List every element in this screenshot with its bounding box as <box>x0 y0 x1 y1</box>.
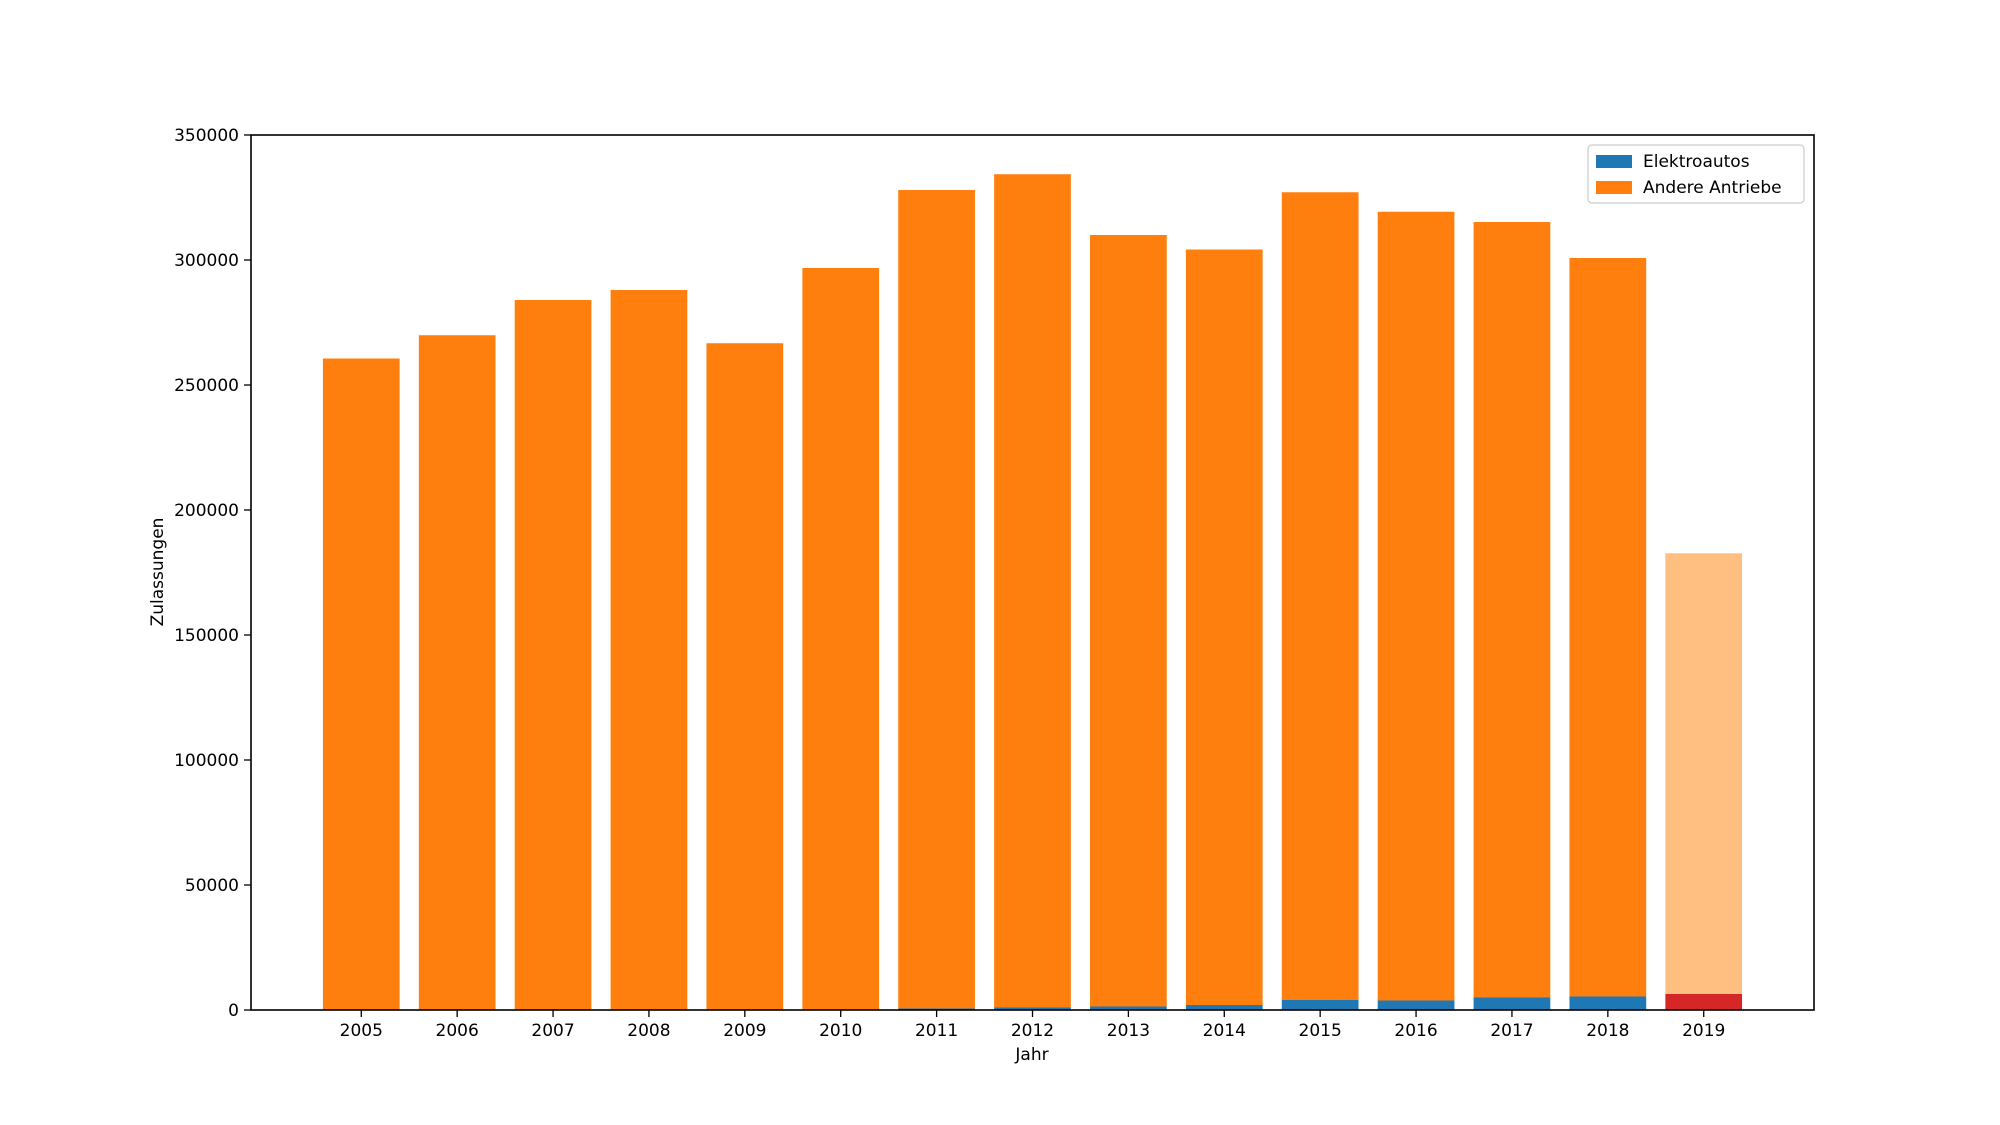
legend-label: Elektroautos <box>1643 152 1750 172</box>
x-tick-label: 2015 <box>1299 1021 1342 1041</box>
y-tick-label: 250000 <box>174 376 239 396</box>
x-tick-label: 2017 <box>1490 1021 1533 1041</box>
bar-2015-elektroautos <box>1281 1000 1359 1010</box>
bars-group <box>322 174 1743 1011</box>
bar-2006-andere-antriebe <box>418 335 496 1010</box>
x-tick-label: 2008 <box>627 1021 670 1041</box>
y-axis-title: Zulassungen <box>148 518 168 627</box>
bar-2016-andere-antriebe <box>1377 211 1455 1001</box>
y-tick-label: 300000 <box>174 251 239 271</box>
bar-2009-andere-antriebe <box>706 343 784 1010</box>
y-tick-label: 100000 <box>174 751 239 771</box>
bar-2014-elektroautos <box>1185 1005 1263 1010</box>
y-tick-label: 200000 <box>174 501 239 521</box>
bar-2019-elektroautos <box>1665 994 1743 1010</box>
bar-2012-andere-antriebe <box>994 174 1071 1008</box>
x-tick-label: 2019 <box>1682 1021 1725 1041</box>
bar-2016-elektroautos <box>1377 1000 1455 1010</box>
bar-2012-elektroautos <box>994 1007 1071 1010</box>
x-tick-label: 2013 <box>1107 1021 1150 1041</box>
bar-2013-andere-antriebe <box>1090 235 1167 1007</box>
x-tick-label: 2014 <box>1203 1021 1246 1041</box>
x-tick-label: 2005 <box>340 1021 383 1041</box>
x-tick-label: 2007 <box>531 1021 574 1041</box>
x-tick-label: 2012 <box>1011 1021 1054 1041</box>
bar-2011-andere-antriebe <box>898 190 975 1009</box>
bar-2008-andere-antriebe <box>610 290 688 1010</box>
bar-2018-andere-antriebe <box>1569 258 1647 997</box>
legend-swatch <box>1596 181 1632 194</box>
x-axis-title: Jahr <box>1014 1045 1048 1065</box>
bar-2010-andere-antriebe <box>802 268 880 1010</box>
bar-2015-andere-antriebe <box>1281 192 1359 1000</box>
x-tick-label: 2006 <box>436 1021 479 1041</box>
legend-swatch <box>1596 155 1632 168</box>
legend-label: Andere Antriebe <box>1643 178 1782 198</box>
y-tick-label: 0 <box>228 1001 239 1021</box>
x-tick-label: 2009 <box>723 1021 766 1041</box>
y-axis: 0 50000 100000 150000 200000 250000 300000 3500… <box>174 126 251 1021</box>
y-tick-label: 350000 <box>174 126 239 146</box>
legend: Elektroautos Andere Antriebe <box>1587 144 1805 204</box>
bar-2007-andere-antriebe <box>514 300 592 1010</box>
bar-2005-andere-antriebe <box>322 358 400 1010</box>
x-tick-label: 2018 <box>1586 1021 1629 1041</box>
x-axis: 2005 2006 2007 2008 2009 2010 2011 2012 2013 2014… <box>340 1010 1725 1041</box>
y-tick-label: 150000 <box>174 626 239 646</box>
y-tick-label: 50000 <box>185 876 239 896</box>
legend-box <box>1587 144 1805 204</box>
x-tick-label: 2016 <box>1394 1021 1437 1041</box>
bar-2017-andere-antriebe <box>1473 222 1551 998</box>
bar-2017-elektroautos <box>1473 997 1551 1010</box>
bar-2014-andere-antriebe <box>1185 249 1263 1005</box>
x-tick-label: 2010 <box>819 1021 862 1041</box>
bar-2018-elektroautos <box>1569 996 1647 1010</box>
bar-2013-elektroautos <box>1090 1006 1167 1010</box>
bar-2019-andere-antriebe <box>1665 553 1743 994</box>
x-tick-label: 2011 <box>915 1021 958 1041</box>
